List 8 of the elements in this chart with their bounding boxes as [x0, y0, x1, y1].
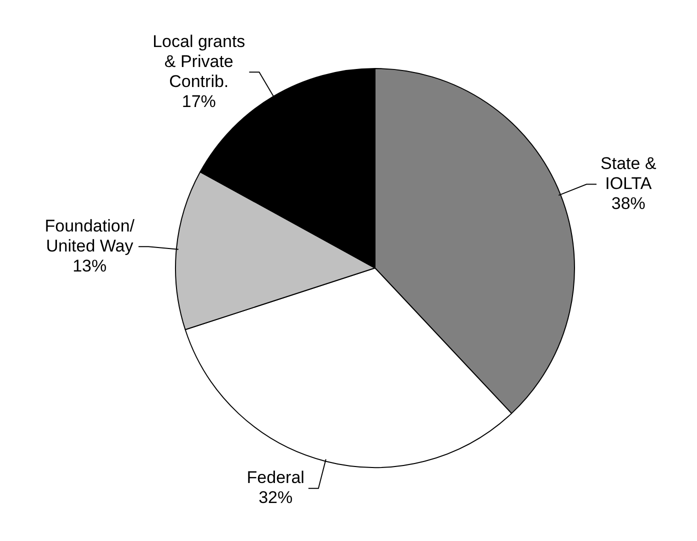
slice-label: Foundation/ United Way — [44, 216, 135, 256]
data-label: 17% — [182, 92, 216, 111]
data-label: 13% — [72, 256, 107, 276]
slice-label: State & IOLTA — [600, 154, 657, 193]
data-label: 38% — [611, 194, 646, 213]
slice-label: Federal — [246, 468, 304, 488]
data-label: 32% — [258, 488, 293, 508]
slice-label: Local grants & Private Contrib. — [152, 32, 246, 91]
